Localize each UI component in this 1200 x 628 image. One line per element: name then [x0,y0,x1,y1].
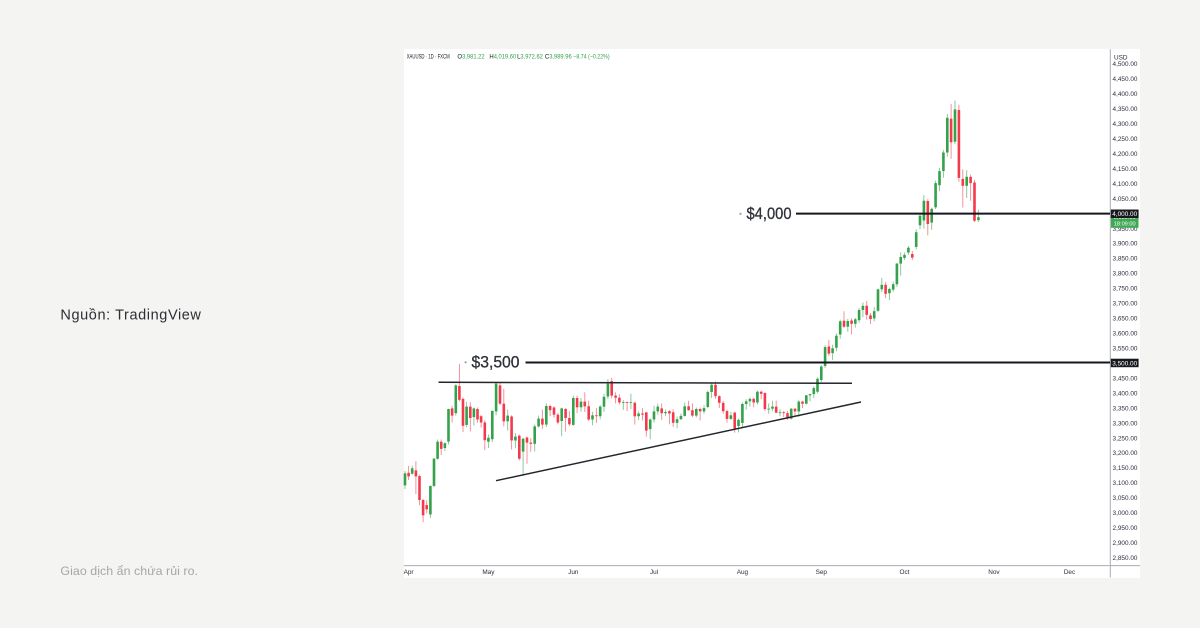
svg-text:3,350.00: 3,350.00 [1113,405,1138,412]
svg-text:3,650.00: 3,650.00 [1113,316,1138,323]
svg-text:18:09:00: 18:09:00 [1114,222,1136,228]
svg-text:Jun: Jun [568,569,579,576]
svg-text:4,000.00: 4,000.00 [1112,211,1137,218]
svg-text:3,989.96: 3,989.96 [549,55,572,61]
svg-text:3,550.00: 3,550.00 [1113,346,1138,353]
svg-text:3,100.00: 3,100.00 [1113,480,1138,487]
svg-text:Oct: Oct [900,569,910,576]
svg-text:−8.74 (−0.22%): −8.74 (−0.22%) [573,55,609,61]
svg-text:2,850.00: 2,850.00 [1113,555,1138,562]
svg-text:May: May [482,569,495,576]
svg-text:3,800.00: 3,800.00 [1113,271,1138,278]
svg-text:USD: USD [1114,55,1128,62]
svg-text:4,250.00: 4,250.00 [1113,136,1138,143]
svg-text:3,972.62: 3,972.62 [520,55,543,61]
svg-text:Dec: Dec [1064,569,1076,576]
svg-text:3,250.00: 3,250.00 [1113,435,1138,442]
svg-text:3,950.00: 3,950.00 [1113,226,1138,233]
svg-text:4,050.00: 4,050.00 [1113,196,1138,203]
svg-text:4,200.00: 4,200.00 [1113,151,1138,158]
svg-text:Aug: Aug [737,569,749,576]
svg-text:4,150.00: 4,150.00 [1113,166,1138,173]
svg-text:4,100.00: 4,100.00 [1113,181,1138,188]
svg-text:Sep: Sep [816,569,828,576]
svg-text:3,050.00: 3,050.00 [1113,495,1138,502]
svg-text:Nov: Nov [988,569,1000,576]
svg-text:3,450.00: 3,450.00 [1113,375,1138,382]
svg-text:C: C [545,55,550,61]
svg-text:O: O [457,55,462,61]
svg-text:3,300.00: 3,300.00 [1113,420,1138,427]
svg-text:L: L [517,55,521,61]
svg-text:3,200.00: 3,200.00 [1113,450,1138,457]
svg-text:3,850.00: 3,850.00 [1113,256,1138,263]
svg-text:3,150.00: 3,150.00 [1113,465,1138,472]
svg-text:4,400.00: 4,400.00 [1113,91,1138,98]
svg-text:4,300.00: 4,300.00 [1113,121,1138,128]
svg-text:$4,000: $4,000 [747,205,792,223]
svg-text:Jul: Jul [650,569,658,576]
svg-text:3,400.00: 3,400.00 [1113,390,1138,397]
svg-text:3,981.22: 3,981.22 [462,55,485,61]
svg-text:3,900.00: 3,900.00 [1113,241,1138,248]
svg-text:3,700.00: 3,700.00 [1113,301,1138,308]
svg-text:4,450.00: 4,450.00 [1113,76,1138,83]
svg-text:3,600.00: 3,600.00 [1113,331,1138,338]
svg-text:H: H [489,55,493,61]
svg-text:4,019.60: 4,019.60 [494,55,517,61]
svg-text:4,350.00: 4,350.00 [1113,106,1138,113]
svg-text:3,500.00: 3,500.00 [1112,360,1137,367]
svg-text:3,000.00: 3,000.00 [1113,510,1138,517]
svg-text:2,950.00: 2,950.00 [1113,525,1138,532]
svg-text:3,750.00: 3,750.00 [1113,286,1138,293]
svg-text:Apr: Apr [404,569,415,576]
svg-text:Nguồn: TradingView: Nguồn: TradingView [60,307,201,323]
svg-text:XAUUSD · 1D · FXCM: XAUUSD · 1D · FXCM [407,55,450,61]
svg-text:2,900.00: 2,900.00 [1113,540,1138,547]
svg-text:4,500.00: 4,500.00 [1113,61,1138,68]
svg-text:$3,500: $3,500 [472,354,520,372]
svg-text:Giao dịch ẩn chứa rủi ro.: Giao dịch ẩn chứa rủi ro. [60,564,198,578]
